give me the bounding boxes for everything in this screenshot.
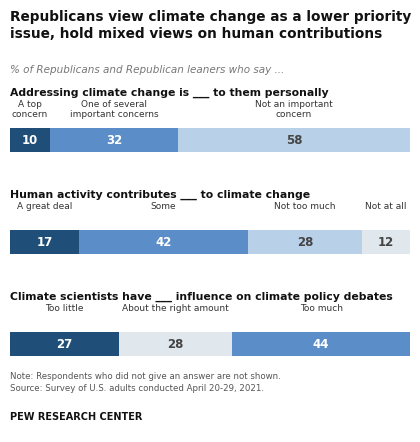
Text: A top
concern: A top concern	[12, 100, 48, 119]
Bar	[10, 128, 50, 152]
Text: 10: 10	[22, 133, 38, 146]
Bar	[119, 332, 232, 356]
Text: 42: 42	[155, 236, 172, 248]
Bar	[50, 128, 178, 152]
Text: 28: 28	[168, 338, 184, 351]
Bar	[10, 230, 79, 254]
Text: Not an important
concern: Not an important concern	[255, 100, 333, 119]
Text: 12: 12	[378, 236, 394, 248]
Text: 58: 58	[286, 133, 302, 146]
Text: PEW RESEARCH CENTER: PEW RESEARCH CENTER	[10, 412, 142, 422]
Text: Addressing climate change is ___ to them personally: Addressing climate change is ___ to them…	[10, 88, 328, 98]
Text: About the right amount: About the right amount	[122, 304, 229, 313]
Text: Not too much: Not too much	[274, 202, 336, 211]
Bar	[178, 128, 410, 152]
Text: Too little: Too little	[45, 304, 84, 313]
Text: A great deal: A great deal	[17, 202, 72, 211]
Text: Too much: Too much	[299, 304, 343, 313]
Text: Note: Respondents who did not give an answer are not shown.
Source: Survey of U.: Note: Respondents who did not give an an…	[10, 372, 281, 393]
Text: One of several
important concerns: One of several important concerns	[70, 100, 158, 119]
Text: Republicans view climate change as a lower priority
issue, hold mixed views on h: Republicans view climate change as a low…	[10, 10, 411, 41]
Text: 27: 27	[56, 338, 73, 351]
Bar	[248, 230, 362, 254]
Text: Climate scientists have ___ influence on climate policy debates: Climate scientists have ___ influence on…	[10, 292, 393, 302]
Text: 28: 28	[297, 236, 313, 248]
Bar	[362, 230, 410, 254]
Text: % of Republicans and Republican leaners who say ...: % of Republicans and Republican leaners …	[10, 65, 284, 75]
Text: 17: 17	[36, 236, 52, 248]
Text: 44: 44	[313, 338, 329, 351]
Bar	[232, 332, 410, 356]
Text: 32: 32	[106, 133, 122, 146]
Text: Some: Some	[151, 202, 176, 211]
Bar	[10, 332, 119, 356]
Bar	[79, 230, 248, 254]
Text: Human activity contributes ___ to climate change: Human activity contributes ___ to climat…	[10, 190, 310, 200]
Text: Not at all: Not at all	[365, 202, 407, 211]
